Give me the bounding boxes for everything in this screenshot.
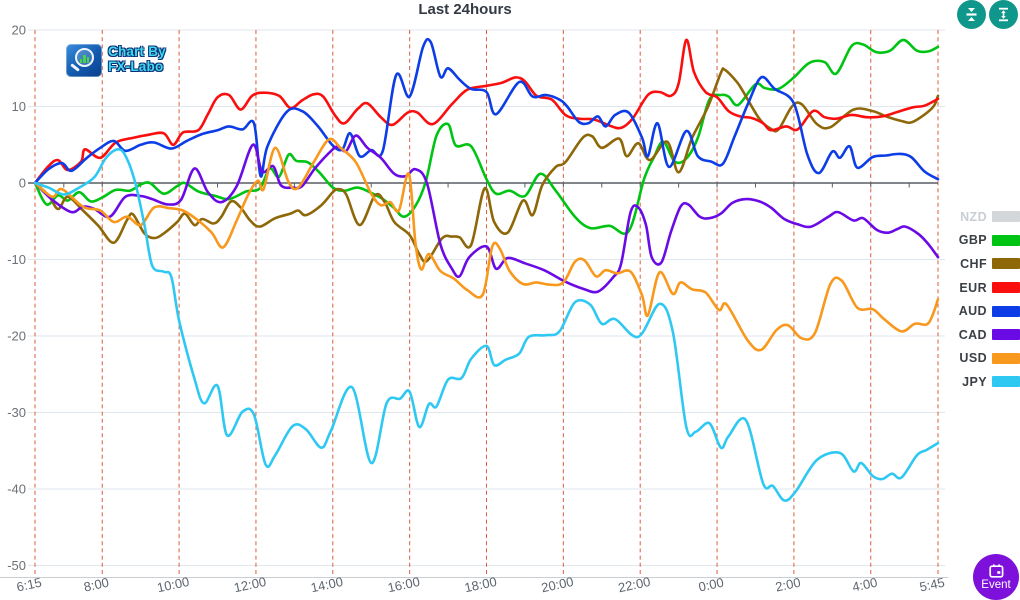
x-axis-label: 20:00 — [540, 574, 575, 595]
legend-swatch — [992, 376, 1020, 388]
toolbar — [957, 0, 1018, 29]
legend-swatch — [992, 282, 1020, 294]
legend-label: JPY — [962, 374, 987, 389]
series-line-aud — [33, 37, 940, 185]
legend-item-cad[interactable]: CAD — [952, 323, 1020, 347]
magnifier-chart-icon — [66, 44, 102, 77]
logo-line1: Chart By — [108, 44, 166, 59]
legend-label: GBP — [958, 233, 987, 248]
x-axis-label: 6:15 — [15, 575, 43, 595]
y-axis-label: 20 — [12, 23, 26, 38]
legend-label: AUD — [958, 304, 987, 319]
y-axis-label: -20 — [7, 329, 26, 344]
x-axis-label: 16:00 — [386, 574, 421, 595]
legend-item-nzd[interactable]: NZD — [952, 205, 1020, 229]
collapse-vertical-icon — [966, 8, 977, 21]
logo-line2: FX-Labo — [108, 59, 164, 74]
legend-swatch — [992, 352, 1020, 364]
legend-swatch — [992, 329, 1020, 341]
legend-item-chf[interactable]: CHF — [952, 252, 1020, 276]
series-line-cad — [33, 134, 940, 294]
legend: NZD GBP CHF EUR AUD CAD USD JPY — [952, 205, 1020, 394]
legend-swatch — [992, 258, 1020, 270]
legend-swatch — [992, 305, 1020, 317]
y-axis-label: -50 — [7, 558, 26, 573]
y-axis-label: -30 — [7, 405, 26, 420]
vertical-range-icon — [999, 7, 1008, 22]
series-line-gbp — [33, 38, 940, 235]
legend-label: USD — [959, 351, 987, 366]
x-axis-label: 0:00 — [697, 575, 725, 595]
legend-label: CAD — [958, 327, 987, 342]
collapse-vertical-scale-button[interactable] — [957, 0, 986, 29]
fit-vertical-range-button[interactable] — [989, 0, 1018, 29]
legend-swatch — [992, 234, 1020, 246]
x-axis-label: 22:00 — [617, 574, 652, 595]
fx-labo-logo[interactable]: Chart By FX-Labo — [66, 44, 166, 77]
legend-swatch — [992, 211, 1020, 223]
legend-label: NZD — [960, 209, 987, 224]
series-line-usd — [33, 137, 940, 352]
calendar-icon — [988, 563, 1003, 578]
x-axis-label: 12:00 — [233, 574, 268, 595]
y-axis-label: 0 — [19, 176, 26, 191]
x-axis-label: 8:00 — [82, 575, 110, 595]
event-button-label: Event — [981, 578, 1011, 591]
y-axis-label: -10 — [7, 252, 26, 267]
series-line-jpy — [33, 147, 940, 502]
x-axis-label: 4:00 — [851, 575, 879, 595]
x-axis-label: 5:45 — [918, 575, 946, 595]
x-axis-label: 10:00 — [156, 574, 191, 595]
x-axis-label: 18:00 — [463, 574, 498, 595]
legend-label: CHF — [960, 256, 987, 271]
y-axis-label: -40 — [7, 482, 26, 497]
legend-item-eur[interactable]: EUR — [952, 276, 1020, 300]
page-title: Last 24hours — [418, 1, 512, 18]
x-axis-label: 2:00 — [774, 575, 802, 595]
y-axis-label: 10 — [12, 99, 26, 114]
legend-item-gbp[interactable]: GBP — [952, 229, 1020, 253]
legend-item-aud[interactable]: AUD — [952, 299, 1020, 323]
legend-item-usd[interactable]: USD — [952, 347, 1020, 371]
legend-item-jpy[interactable]: JPY — [952, 370, 1020, 394]
legend-label: EUR — [959, 280, 987, 295]
logo-text: Chart By FX-Labo — [108, 44, 166, 74]
x-axis-label: 14:00 — [309, 574, 344, 595]
series-line-chf — [33, 67, 940, 263]
series-line-eur — [33, 38, 940, 185]
event-button[interactable]: Event — [973, 554, 1019, 600]
